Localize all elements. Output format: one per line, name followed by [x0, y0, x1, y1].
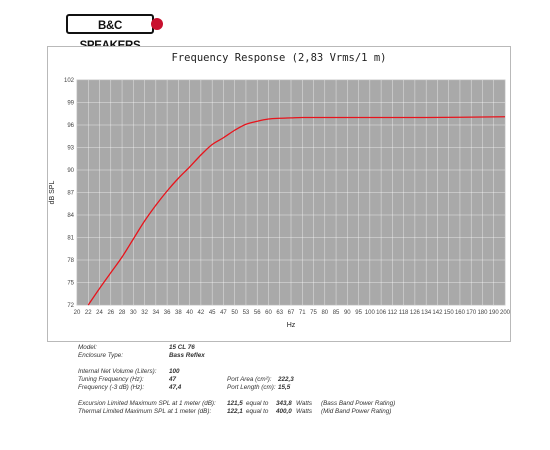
x-tick-label: 112	[388, 310, 398, 316]
x-tick-label: 100	[365, 310, 376, 316]
excursion-equal: equal to	[246, 400, 269, 407]
x-tick-label: 50	[231, 310, 238, 316]
freq3db-value: 47,4	[169, 384, 182, 391]
enclosure-label: Enclosure Type:	[78, 352, 124, 359]
x-tick-label: 40	[186, 310, 193, 316]
x-tick-label: 45	[209, 310, 216, 316]
logo-dot-icon	[151, 18, 163, 30]
x-tick-label: 80	[321, 310, 328, 316]
x-tick-label: 85	[333, 310, 340, 316]
excursion-note: (Bass Band Power Rating)	[321, 400, 396, 407]
x-tick-label: 180	[477, 310, 488, 316]
x-tick-label: 47	[220, 310, 227, 316]
x-tick-label: 126	[410, 310, 421, 316]
y-axis-label: dB SPL	[49, 181, 56, 205]
y-tick-label: 78	[67, 258, 74, 264]
x-tick-label: 160	[455, 310, 466, 316]
x-tick-label: 67	[288, 310, 295, 316]
x-tick-label: 26	[107, 310, 114, 316]
x-tick-label: 150	[444, 310, 455, 316]
net-volume-value: 100	[169, 368, 180, 375]
x-tick-label: 30	[130, 310, 137, 316]
x-tick-label: 118	[399, 310, 409, 316]
x-tick-label: 42	[198, 310, 205, 316]
x-tick-label: 106	[376, 310, 387, 316]
x-tick-label: 95	[355, 310, 362, 316]
chart-title: Frequency Response (2,83 Vrms/1 m)	[171, 52, 387, 64]
x-tick-label: 71	[299, 310, 306, 316]
tuning-label: Tuning Frequency (Hz):	[78, 376, 144, 383]
x-tick-label: 56	[254, 310, 261, 316]
excursion-watts: 343,8	[276, 400, 292, 407]
excursion-unit: Watts	[296, 400, 312, 407]
grid-horizontal	[77, 79, 505, 306]
freq3db-label: Frequency (-3 dB) (Hz):	[78, 384, 145, 391]
model-value: 15 CL 76	[169, 344, 195, 351]
y-tick-labels: 72 75 78 81 84 87 90 93 96 99 102	[64, 78, 75, 309]
y-tick-label: 84	[67, 213, 74, 219]
thermal-label: Thermal Limited Maximum SPL at 1 meter (…	[78, 408, 212, 415]
port-length-value: 15,5	[278, 384, 291, 391]
y-tick-label: 90	[67, 168, 74, 174]
x-tick-label: 60	[265, 310, 272, 316]
x-tick-label: 38	[175, 310, 182, 316]
thermal-watts: 400,0	[276, 408, 292, 415]
y-tick-label: 102	[64, 78, 75, 84]
excursion-label: Excursion Limited Maximum SPL at 1 meter…	[78, 400, 216, 407]
enclosure-value: Bass Reflex	[169, 352, 205, 359]
port-area-value: 222,3	[278, 376, 294, 383]
y-tick-label: 75	[67, 281, 74, 287]
x-tick-labels: 20 22 24 26 28 30 32 34 36 38 40 42 45 47 50 53 56 60 63 67…	[74, 310, 511, 316]
thermal-unit: Watts	[296, 408, 312, 415]
y-tick-label: 87	[67, 191, 74, 197]
thermal-value: 122,1	[227, 408, 243, 415]
port-length-label: Port Length (cm):	[227, 384, 276, 391]
x-tick-label: 24	[96, 310, 103, 316]
x-tick-label: 28	[119, 310, 126, 316]
port-area-label: Port Area (cm²):	[227, 376, 272, 383]
y-tick-label: 93	[67, 146, 74, 152]
y-tick-label: 96	[67, 123, 74, 129]
x-axis-label: Hz	[287, 322, 296, 329]
x-tick-label: 142	[432, 310, 443, 316]
x-tick-label: 32	[141, 310, 148, 316]
y-tick-label: 81	[67, 236, 74, 242]
model-label: Model:	[78, 344, 97, 351]
thermal-note: (Mid Band Power Rating)	[321, 408, 392, 415]
x-tick-label: 170	[466, 310, 477, 316]
x-tick-label: 90	[344, 310, 351, 316]
x-tick-label: 134	[421, 310, 432, 316]
x-tick-label: 200	[500, 310, 511, 316]
x-tick-label: 75	[310, 310, 317, 316]
thermal-equal: equal to	[246, 408, 269, 415]
x-tick-label: 34	[152, 310, 159, 316]
tuning-value: 47	[169, 376, 177, 383]
excursion-value: 121,5	[227, 400, 243, 407]
y-tick-label: 72	[67, 303, 74, 309]
response-curve	[87, 116, 506, 306]
y-tick-label: 99	[67, 101, 74, 107]
x-tick-label: 63	[276, 310, 283, 316]
x-tick-label: 53	[243, 310, 250, 316]
net-volume-label: Internal Net Volume (Liters):	[78, 368, 157, 375]
x-tick-label: 190	[489, 310, 500, 316]
x-tick-label: 20	[74, 310, 81, 316]
x-tick-label: 22	[85, 310, 92, 316]
x-tick-label: 36	[164, 310, 171, 316]
